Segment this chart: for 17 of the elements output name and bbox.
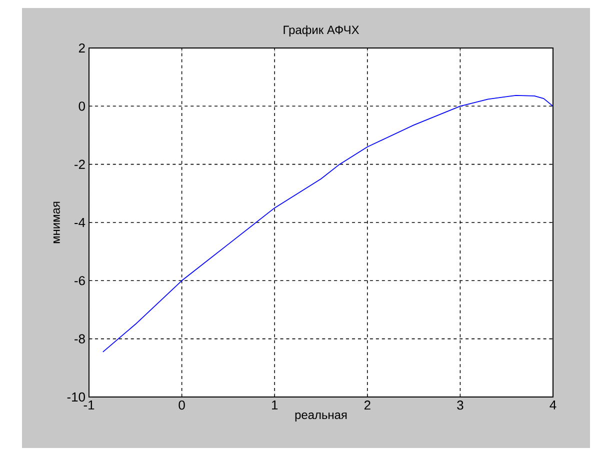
y-tick-label: -10 — [67, 392, 85, 402]
y-tick-label: 2 — [78, 43, 85, 53]
x-tick-label: -1 — [84, 400, 94, 410]
y-axis-title: мнимая — [53, 202, 60, 244]
y-tick-label: -4 — [74, 218, 86, 227]
y-tick-label: -6 — [74, 276, 85, 286]
x-tick-label: 1 — [272, 400, 278, 410]
line-series — [102, 94, 554, 352]
x-tick-label: 2 — [364, 400, 370, 410]
y-tick-label: -8 — [74, 334, 85, 344]
y-tick-label: -2 — [74, 160, 85, 169]
y-tick-label: 0 — [78, 102, 85, 111]
x-tick-label: 0 — [178, 400, 185, 410]
chart-title: График АФЧХ — [284, 25, 360, 36]
x-tick-label: 4 — [550, 400, 556, 410]
x-axis-title: реальная — [295, 412, 347, 422]
x-tick-label: 3 — [457, 400, 464, 410]
